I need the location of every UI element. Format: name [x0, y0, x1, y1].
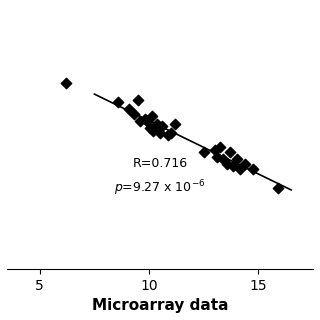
Point	[231, 164, 236, 169]
Point	[63, 81, 68, 86]
Point	[142, 116, 147, 121]
Point	[136, 97, 141, 102]
Point	[224, 162, 229, 167]
Point	[228, 149, 233, 155]
Point	[138, 119, 143, 124]
Point	[237, 166, 242, 172]
Point	[150, 114, 155, 119]
Point	[165, 133, 170, 138]
Point	[243, 162, 248, 167]
Point	[212, 147, 217, 152]
Text: R=0.716
$p$=9.27 x 10$^{-6}$: R=0.716 $p$=9.27 x 10$^{-6}$	[114, 157, 206, 198]
Point	[148, 126, 153, 131]
X-axis label: Microarray data: Microarray data	[92, 298, 228, 313]
Point	[144, 119, 149, 124]
Point	[234, 157, 239, 162]
Point	[151, 128, 156, 133]
Point	[173, 121, 178, 126]
Point	[168, 131, 173, 136]
Point	[127, 107, 132, 112]
Point	[250, 166, 255, 172]
Point	[214, 154, 220, 159]
Point	[131, 111, 136, 116]
Point	[218, 145, 223, 150]
Point	[116, 100, 121, 105]
Point	[160, 124, 165, 129]
Point	[221, 157, 226, 162]
Point	[276, 185, 281, 190]
Point	[154, 121, 159, 126]
Point	[201, 149, 206, 155]
Point	[157, 131, 163, 136]
